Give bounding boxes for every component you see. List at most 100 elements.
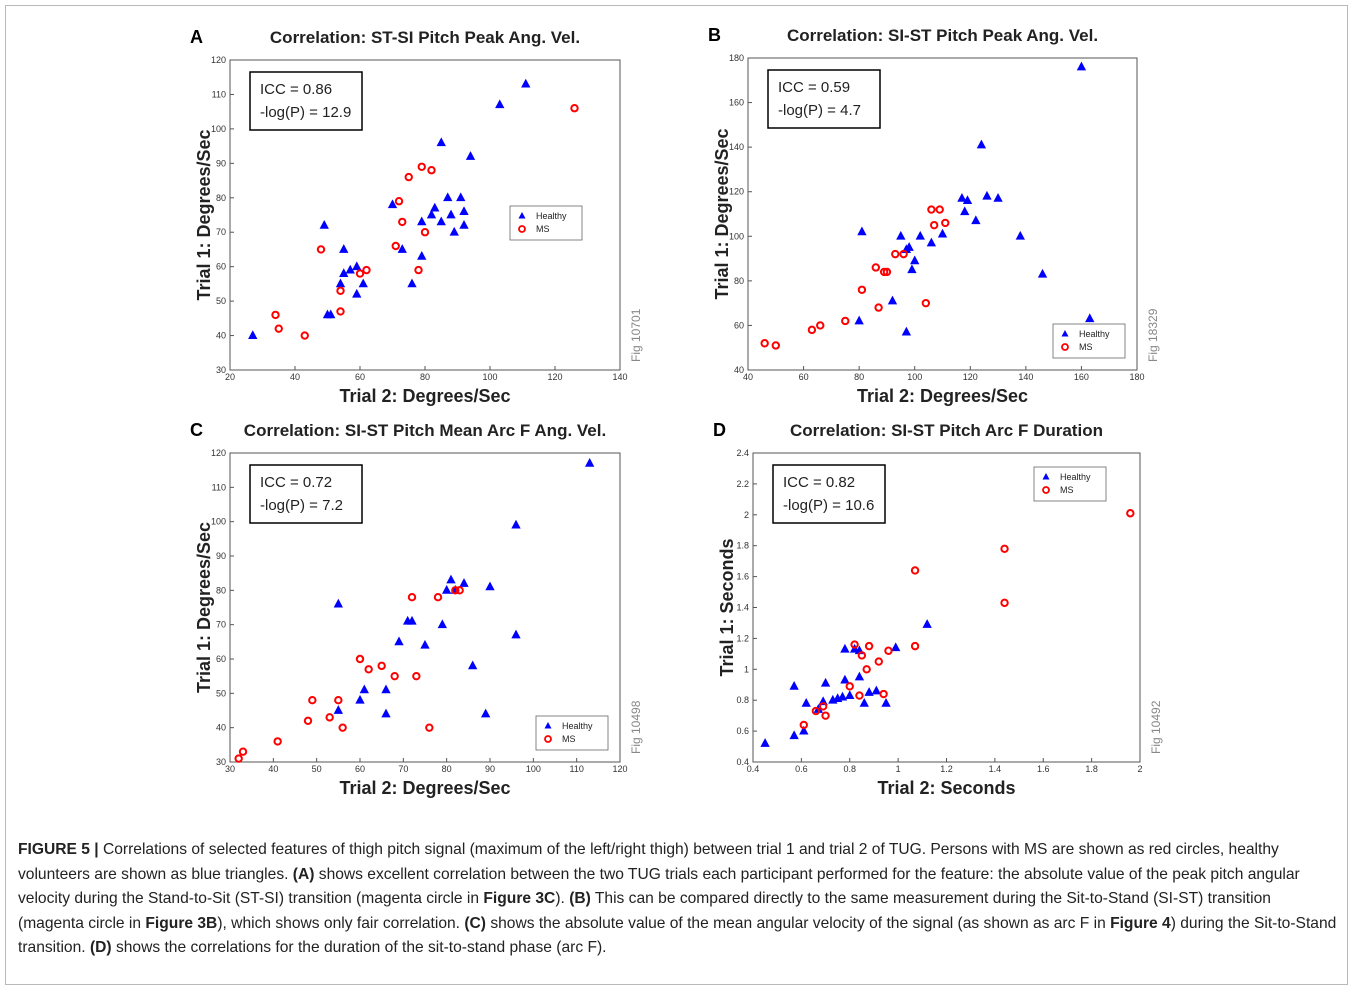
circle-marker xyxy=(899,249,908,259)
caption-emphasis: Figure 4 xyxy=(1110,914,1171,932)
triangle-marker xyxy=(345,264,355,274)
circle-marker xyxy=(407,593,417,602)
triangle-marker xyxy=(381,708,391,718)
y-tick-label: 140 xyxy=(729,142,744,152)
triangle-marker xyxy=(459,578,469,587)
circle-marker xyxy=(420,228,430,237)
circle-marker xyxy=(451,586,460,595)
circle-marker xyxy=(394,197,404,206)
triangle-marker xyxy=(820,677,831,687)
circle-marker xyxy=(303,716,313,725)
triangle-marker xyxy=(326,309,336,319)
legend-marker xyxy=(1061,343,1069,351)
y-tick-label: 60 xyxy=(216,262,226,272)
circle-marker xyxy=(879,689,888,699)
x-tick-label: 1.6 xyxy=(1037,764,1050,774)
x-tick-label: 70 xyxy=(398,764,408,774)
figure-frame xyxy=(5,5,1348,985)
triangle-marker xyxy=(446,209,456,219)
circle-marker xyxy=(845,682,854,691)
x-tick-label: 100 xyxy=(482,372,497,382)
chart-title: Correlation: SI-ST Pitch Mean Arc F Ang.… xyxy=(244,421,606,440)
y-tick-label: 180 xyxy=(729,53,744,63)
triangle-marker xyxy=(420,639,430,649)
triangle-marker xyxy=(430,202,440,212)
y-tick-label: 40 xyxy=(216,723,226,733)
circle-marker xyxy=(308,696,317,705)
caption-text: Correlations of selected features of thi… xyxy=(18,841,1284,883)
y-tick-label: 50 xyxy=(216,688,226,698)
x-tick-label: 1.8 xyxy=(1085,764,1098,774)
triangle-marker xyxy=(465,151,476,160)
caption-text: shows the absolute value of the mean ang… xyxy=(485,914,1111,932)
triangle-marker xyxy=(339,244,349,253)
triangle-marker xyxy=(495,99,505,109)
triangle-marker xyxy=(437,619,447,629)
x-tick-label: 30 xyxy=(225,764,235,774)
caption-text: shows the correlations for the duration … xyxy=(111,939,607,956)
y-tick-label: 100 xyxy=(729,231,744,241)
x-tick-label: 40 xyxy=(743,372,753,382)
circle-marker xyxy=(884,646,893,655)
triangle-marker xyxy=(443,192,453,202)
panel-label: C xyxy=(190,420,203,440)
circle-marker xyxy=(816,321,825,330)
figure-id: Fig 10492 xyxy=(1149,700,1163,754)
circle-marker xyxy=(390,671,399,681)
circle-marker xyxy=(879,267,889,277)
triangle-marker xyxy=(926,237,937,247)
x-tick-label: 1.4 xyxy=(989,764,1002,774)
legend-label: MS xyxy=(536,224,550,234)
y-tick-label: 30 xyxy=(216,757,226,767)
triangle-marker xyxy=(971,215,981,225)
annotation-line: ICC = 0.72 xyxy=(260,474,332,491)
caption-text: ), which shows only fair correlation. xyxy=(217,914,465,932)
y-tick-label: 110 xyxy=(212,89,226,99)
y-tick-label: 1.4 xyxy=(736,603,749,613)
y-tick-label: 1.2 xyxy=(736,633,749,643)
triangle-marker xyxy=(962,195,973,205)
panel-label: A xyxy=(190,27,203,47)
caption-emphasis: (C) xyxy=(464,914,486,932)
triangle-marker xyxy=(854,671,865,681)
circle-marker xyxy=(398,217,407,227)
legend-marker xyxy=(518,212,526,219)
circle-marker xyxy=(935,205,944,214)
triangle-marker xyxy=(456,192,466,202)
annotation-line: ICC = 0.82 xyxy=(783,474,855,491)
y-tick-label: 120 xyxy=(211,55,226,65)
triangle-marker xyxy=(442,584,452,594)
circle-marker xyxy=(807,325,817,335)
y-tick-label: 60 xyxy=(216,654,226,664)
triangle-marker xyxy=(481,708,491,718)
x-axis-label: Trial 2: Degrees/Sec xyxy=(339,386,510,406)
triangle-marker xyxy=(449,226,459,236)
triangle-marker xyxy=(799,725,809,735)
circle-marker xyxy=(355,269,365,278)
annotation-box xyxy=(249,464,363,524)
circle-marker xyxy=(864,641,874,651)
x-tick-label: 1.2 xyxy=(940,764,953,774)
x-tick-label: 180 xyxy=(1129,372,1144,382)
x-tick-label: 140 xyxy=(1018,372,1033,382)
y-tick-label: 80 xyxy=(216,193,226,203)
x-tick-label: 160 xyxy=(1074,372,1089,382)
circle-marker xyxy=(355,654,365,664)
circle-marker xyxy=(874,303,883,312)
legend-label: Healthy xyxy=(1079,329,1110,339)
x-tick-label: 120 xyxy=(612,764,627,774)
legend-marker xyxy=(544,722,552,729)
y-tick-label: 70 xyxy=(216,620,226,630)
chart-title: Correlation: SI-ST Pitch Peak Ang. Vel. xyxy=(787,26,1098,45)
triangle-marker xyxy=(801,697,811,707)
legend-box xyxy=(1052,323,1126,359)
x-tick-label: 90 xyxy=(485,764,495,774)
circle-marker xyxy=(364,665,373,674)
legend-marker xyxy=(1042,473,1050,480)
circle-marker xyxy=(271,310,280,320)
y-tick-label: 50 xyxy=(216,296,226,306)
circle-marker xyxy=(1126,509,1135,518)
annotation-line: -log(P) = 12.9 xyxy=(260,104,351,121)
figure-id: Fig 18329 xyxy=(1146,308,1160,362)
y-tick-label: 40 xyxy=(216,331,226,341)
